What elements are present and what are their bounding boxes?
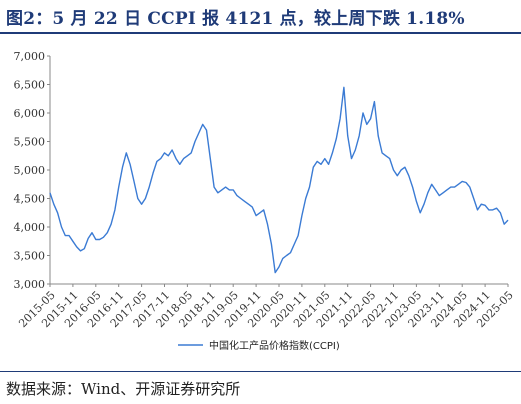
- y-tick-label: 5,500: [14, 136, 46, 149]
- y-tick-label: 7,000: [14, 50, 46, 63]
- legend: 中国化工产品价格指数(CCPI): [178, 339, 340, 352]
- series-line-ccpi: [49, 86, 509, 274]
- title-divider: [0, 32, 521, 34]
- source-divider: [0, 371, 521, 372]
- y-tick-label: 3,500: [14, 250, 46, 263]
- x-axis: 2015-052015-112016-052016-112017-052017-…: [16, 283, 516, 330]
- y-tick-label: 6,000: [14, 107, 46, 120]
- y-tick-label: 4,000: [14, 221, 46, 234]
- y-tick-label: 4,500: [14, 193, 46, 206]
- y-tick-label: 3,000: [14, 278, 46, 291]
- legend-label: 中国化工产品价格指数(CCPI): [209, 339, 340, 352]
- page-title: 图2：5 月 22 日 CCPI 报 4121 点，较上周下跌 1.18%: [6, 9, 465, 29]
- y-tick-label: 5,000: [14, 164, 46, 177]
- series-group: [49, 86, 509, 274]
- y-axis: 3,000 3,500 4,000 4,500 5,000 5,500 6,000 6,500…: [14, 50, 51, 291]
- source-note: 数据来源：Wind、开源证券研究所: [6, 380, 241, 398]
- y-tick-label: 6,500: [14, 79, 46, 92]
